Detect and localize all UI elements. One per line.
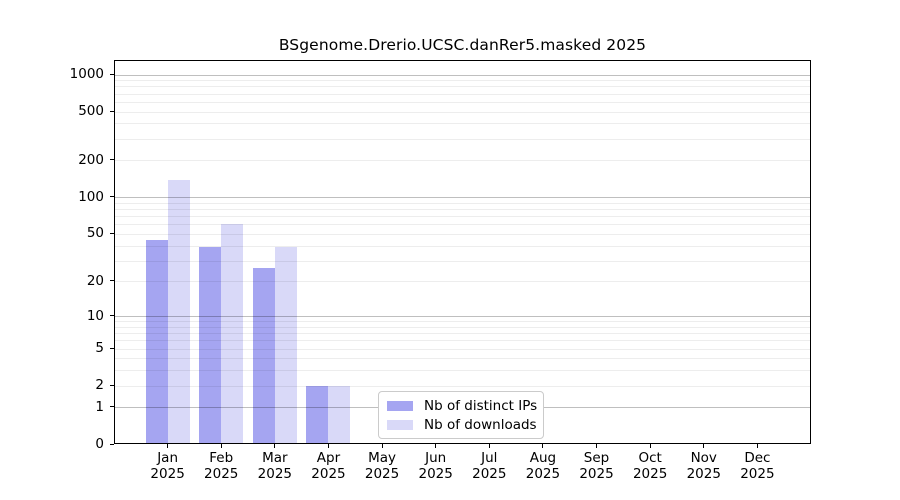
legend-swatch-nb-of-distinct-ips <box>387 400 413 411</box>
y-tick-label: 500 <box>78 103 104 120</box>
legend: Nb of distinct IPs Nb of downloads <box>378 391 544 439</box>
gridline <box>115 340 810 342</box>
x-tick-label: Feb 2025 <box>204 450 239 482</box>
gridline <box>115 138 810 140</box>
y-tick-mark <box>110 443 114 445</box>
bar-apr-nb-of-distinct-ips <box>306 386 329 443</box>
gridline <box>115 326 810 328</box>
x-tick-mark <box>274 444 276 448</box>
x-tick-label: Nov 2025 <box>686 450 721 482</box>
gridline <box>115 316 810 318</box>
x-tick-label: Oct 2025 <box>632 450 668 482</box>
y-tick-mark <box>110 196 114 198</box>
bar-jan-nb-of-distinct-ips <box>145 239 168 443</box>
x-tick-mark <box>327 444 329 448</box>
gridline <box>115 160 810 162</box>
x-tick-label: Dec 2025 <box>740 450 775 482</box>
gridline <box>115 348 810 350</box>
legend-row: Nb of distinct IPs <box>387 396 538 415</box>
y-tick-label: 0 <box>95 436 104 452</box>
y-tick-mark <box>110 280 114 282</box>
gridline <box>115 209 810 211</box>
grid-layer <box>115 61 810 443</box>
gridline <box>115 370 810 372</box>
y-tick-label: 50 <box>86 225 104 242</box>
bar-mar-nb-of-distinct-ips <box>252 268 275 443</box>
bar-feb-nb-of-downloads <box>221 223 244 443</box>
gridline <box>115 74 810 76</box>
y-tick-label: 1 <box>95 398 104 415</box>
gridline <box>115 385 810 387</box>
y-tick-mark <box>110 110 114 112</box>
x-tick-label: Jan 2025 <box>150 450 185 482</box>
gridline <box>115 260 810 262</box>
y-tick-label: 10 <box>86 307 104 324</box>
gridline <box>115 233 810 235</box>
x-tick-label: Apr 2025 <box>311 450 346 482</box>
gridline <box>115 321 810 323</box>
gridline <box>115 197 810 199</box>
x-tick-mark <box>381 444 383 448</box>
y-tick-mark <box>110 73 114 75</box>
plot-area <box>114 60 811 444</box>
x-tick-mark <box>649 444 651 448</box>
x-tick-mark <box>542 444 544 448</box>
gridline <box>115 80 810 82</box>
x-tick-label: Jun 2025 <box>418 450 453 482</box>
legend-row: Nb of downloads <box>387 415 537 434</box>
gridline <box>115 216 810 218</box>
gridline <box>115 123 810 125</box>
x-tick-mark <box>488 444 490 448</box>
gridline <box>115 86 810 88</box>
x-tick-label: Jul 2025 <box>472 450 507 482</box>
gridline <box>115 111 810 113</box>
gridline <box>115 93 810 95</box>
gridline <box>115 245 810 247</box>
x-tick-mark <box>703 444 705 448</box>
gridline <box>115 281 810 283</box>
bar-feb-nb-of-distinct-ips <box>199 247 222 443</box>
y-tick-mark <box>110 347 114 349</box>
bars-layer <box>115 61 810 443</box>
legend-label: Nb of downloads <box>424 416 537 433</box>
x-tick-label: Sep 2025 <box>579 450 614 482</box>
x-tick-mark <box>220 444 222 448</box>
gridline <box>115 333 810 335</box>
y-tick-mark <box>110 232 114 234</box>
bar-jan-nb-of-downloads <box>167 179 190 443</box>
gridline <box>115 224 810 226</box>
y-tick-label: 20 <box>86 272 104 289</box>
gridline <box>115 101 810 103</box>
y-tick-mark <box>110 315 114 317</box>
legend-label: Nb of distinct IPs <box>424 397 538 414</box>
x-tick-label: Mar 2025 <box>257 450 293 482</box>
x-tick-mark <box>596 444 598 448</box>
x-tick-mark <box>756 444 758 448</box>
y-tick-label: 100 <box>78 188 104 205</box>
y-tick-mark <box>110 159 114 161</box>
gridline <box>115 202 810 204</box>
bar-apr-nb-of-downloads <box>328 386 351 443</box>
y-tick-mark <box>110 406 114 408</box>
chart-title: BSgenome.Drerio.UCSC.danRer5.masked 2025 <box>278 36 647 54</box>
legend-swatch-nb-of-downloads <box>387 419 413 430</box>
x-tick-mark <box>167 444 169 448</box>
gridline <box>115 358 810 360</box>
x-tick-label: May 2025 <box>364 450 400 482</box>
x-tick-mark <box>435 444 437 448</box>
y-tick-label: 1000 <box>69 66 104 82</box>
y-tick-label: 200 <box>78 151 104 168</box>
y-tick-label: 5 <box>95 340 104 357</box>
y-tick-mark <box>110 384 114 386</box>
x-tick-label: Aug 2025 <box>525 450 561 482</box>
bar-mar-nb-of-downloads <box>274 247 297 443</box>
y-tick-label: 2 <box>95 377 104 394</box>
